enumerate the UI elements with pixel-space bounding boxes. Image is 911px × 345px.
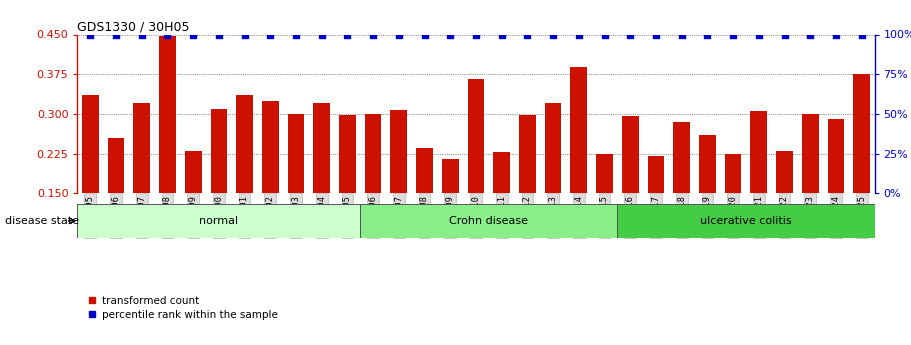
Point [726,32,741,37]
Point [443,32,457,37]
Bar [827,119,844,273]
Point [366,32,381,37]
Text: GDS1330 / 30H05: GDS1330 / 30H05 [77,20,189,33]
Bar [648,156,664,273]
Point [135,32,149,37]
Point [108,32,123,37]
Point [571,32,586,37]
Point [495,32,509,37]
Point [520,32,535,37]
Bar [618,204,875,238]
Point [649,32,663,37]
Bar [364,114,382,273]
Point [546,32,560,37]
Point [160,32,175,37]
Bar [262,101,279,273]
Point [83,32,97,37]
Point [211,32,226,37]
Point [237,32,251,37]
Bar [699,135,716,273]
Point [314,32,329,37]
Bar [82,95,98,273]
Text: ulcerative colitis: ulcerative colitis [701,216,792,226]
Bar [236,95,253,273]
Bar [545,103,561,273]
Point [392,32,406,37]
Bar [467,79,485,273]
Point [598,32,612,37]
Bar [339,115,356,273]
Text: disease state: disease state [5,216,78,226]
Point [829,32,844,37]
Text: normal: normal [200,216,239,226]
Point [469,32,484,37]
Bar [494,152,510,273]
Bar [622,117,639,273]
Bar [360,204,618,238]
Point [701,32,715,37]
Point [674,32,689,37]
Bar [210,109,227,273]
Bar [673,122,690,273]
Bar [776,151,793,273]
Text: Crohn disease: Crohn disease [449,216,528,226]
Legend: transformed count, percentile rank within the sample: transformed count, percentile rank withi… [83,292,282,324]
Point [855,32,869,37]
Point [263,32,278,37]
Bar [185,151,201,273]
Bar [159,36,176,273]
Bar [416,148,433,273]
Bar [725,154,742,273]
Bar [288,114,304,273]
Bar [313,103,330,273]
Point [289,32,303,37]
Bar [596,154,613,273]
Bar [391,110,407,273]
Bar [570,67,588,273]
Point [777,32,792,37]
Point [340,32,354,37]
Bar [442,159,458,273]
Bar [519,115,536,273]
Bar [77,204,360,238]
Bar [802,114,819,273]
Bar [751,111,767,273]
Point [803,32,817,37]
Bar [133,103,150,273]
Point [623,32,638,37]
Bar [107,138,125,273]
Point [752,32,766,37]
Point [186,32,200,37]
Point [417,32,432,37]
Bar [854,74,870,273]
